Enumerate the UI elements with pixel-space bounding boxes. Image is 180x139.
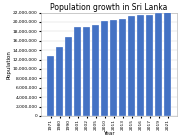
Bar	[101, 21, 108, 116]
Bar	[74, 27, 81, 116]
Bar	[56, 47, 63, 116]
Bar	[119, 19, 126, 116]
Bar	[164, 12, 171, 116]
Bar	[92, 25, 99, 116]
X-axis label: Year: Year	[103, 131, 115, 136]
Bar	[47, 56, 54, 116]
Bar	[137, 15, 144, 116]
Bar	[110, 20, 117, 116]
Bar	[146, 15, 153, 116]
Bar	[128, 16, 135, 116]
Bar	[65, 37, 72, 116]
Y-axis label: Population: Population	[6, 50, 11, 79]
Bar	[155, 13, 162, 116]
Bar	[83, 27, 90, 116]
Title: Population growth in Sri Lanka: Population growth in Sri Lanka	[50, 3, 168, 12]
